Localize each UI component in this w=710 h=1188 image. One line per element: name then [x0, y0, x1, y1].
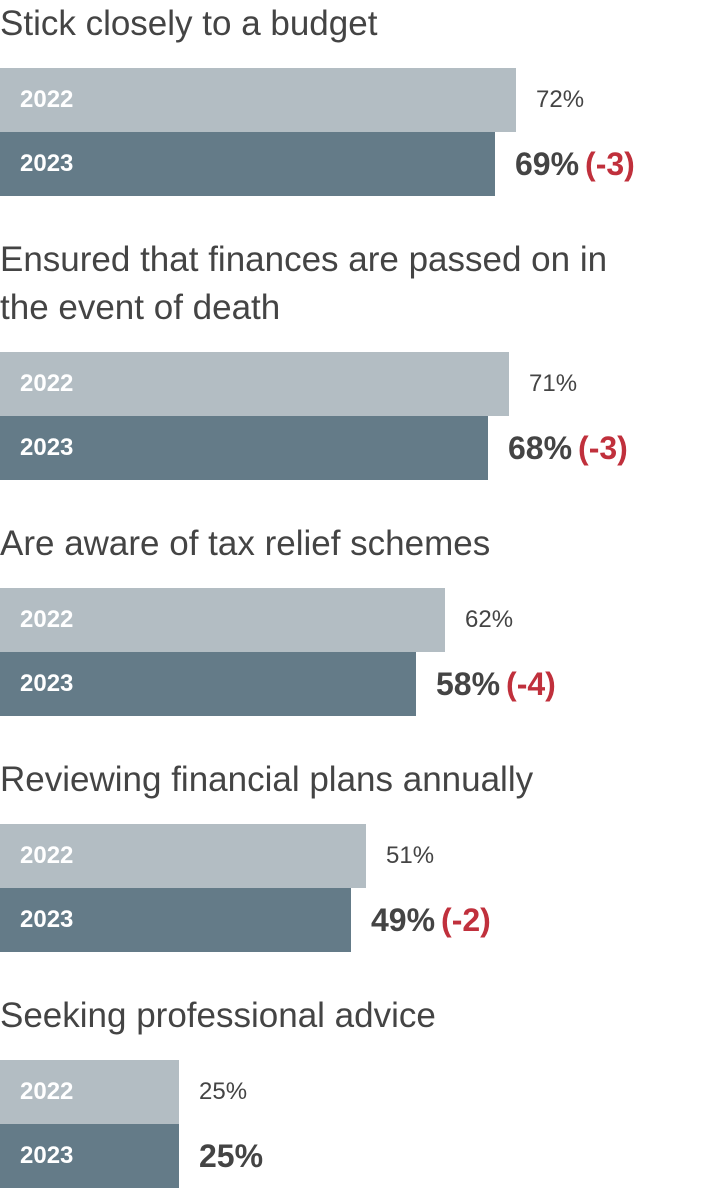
bar-2022: 2022 — [0, 1060, 179, 1124]
value-label-2023: 69% (-3) — [515, 132, 635, 196]
value-number: 49% — [371, 902, 436, 938]
series-label: 2022 — [20, 86, 74, 113]
value-number: 68% — [508, 430, 573, 466]
value-number: 58% — [436, 666, 501, 702]
change-label: (-4) — [506, 666, 556, 702]
value-number: 62% — [465, 606, 514, 633]
value-number: 69% — [515, 146, 580, 182]
series-label: 2022 — [20, 842, 74, 869]
value-label-2022: 25% — [199, 1060, 247, 1124]
bar-2022: 2022 — [0, 68, 516, 132]
value-label-2023: 68% (-3) — [508, 416, 628, 480]
bar-2023: 2023 — [0, 132, 495, 196]
value-number: 51% — [386, 842, 435, 869]
category-title: Stick closely to a budget — [0, 4, 378, 43]
series-label: 2023 — [20, 670, 74, 697]
value-number: 25% — [199, 1138, 264, 1174]
category-title: Seeking professional advice — [0, 996, 436, 1035]
value-label-2023: 58% (-4) — [436, 652, 556, 716]
value-label-2022: 51% — [386, 824, 434, 888]
series-label: 2022 — [20, 1078, 74, 1105]
bar-2022: 2022 — [0, 588, 445, 652]
change-label: (-2) — [441, 902, 491, 938]
value-number: 25% — [199, 1078, 248, 1105]
series-label: 2022 — [20, 370, 74, 397]
bar-2023: 2023 — [0, 652, 416, 716]
series-label: 2022 — [20, 606, 74, 633]
value-label-2022: 62% — [465, 588, 513, 652]
series-label: 2023 — [20, 434, 74, 461]
change-label: (-3) — [585, 146, 635, 182]
value-label-2023: 25% — [199, 1124, 263, 1188]
category-title: Are aware of tax relief schemes — [0, 524, 491, 563]
bar-2023: 2023 — [0, 888, 351, 952]
bar-2023: 2023 — [0, 416, 488, 480]
series-label: 2023 — [20, 150, 74, 177]
value-label-2022: 72% — [536, 68, 584, 132]
value-number: 72% — [536, 86, 585, 113]
category-title: Ensured that finances are passed on in t… — [0, 240, 608, 327]
series-label: 2023 — [20, 1142, 74, 1169]
category-title: Reviewing financial plans annually — [0, 760, 534, 799]
bar-2022: 2022 — [0, 824, 366, 888]
value-number: 71% — [529, 370, 578, 397]
value-label-2022: 71% — [529, 352, 577, 416]
bar-2022: 2022 — [0, 352, 509, 416]
value-label-2023: 49% (-2) — [371, 888, 491, 952]
change-label: (-3) — [578, 430, 628, 466]
series-label: 2023 — [20, 906, 74, 933]
bar-2023: 2023 — [0, 1124, 179, 1188]
